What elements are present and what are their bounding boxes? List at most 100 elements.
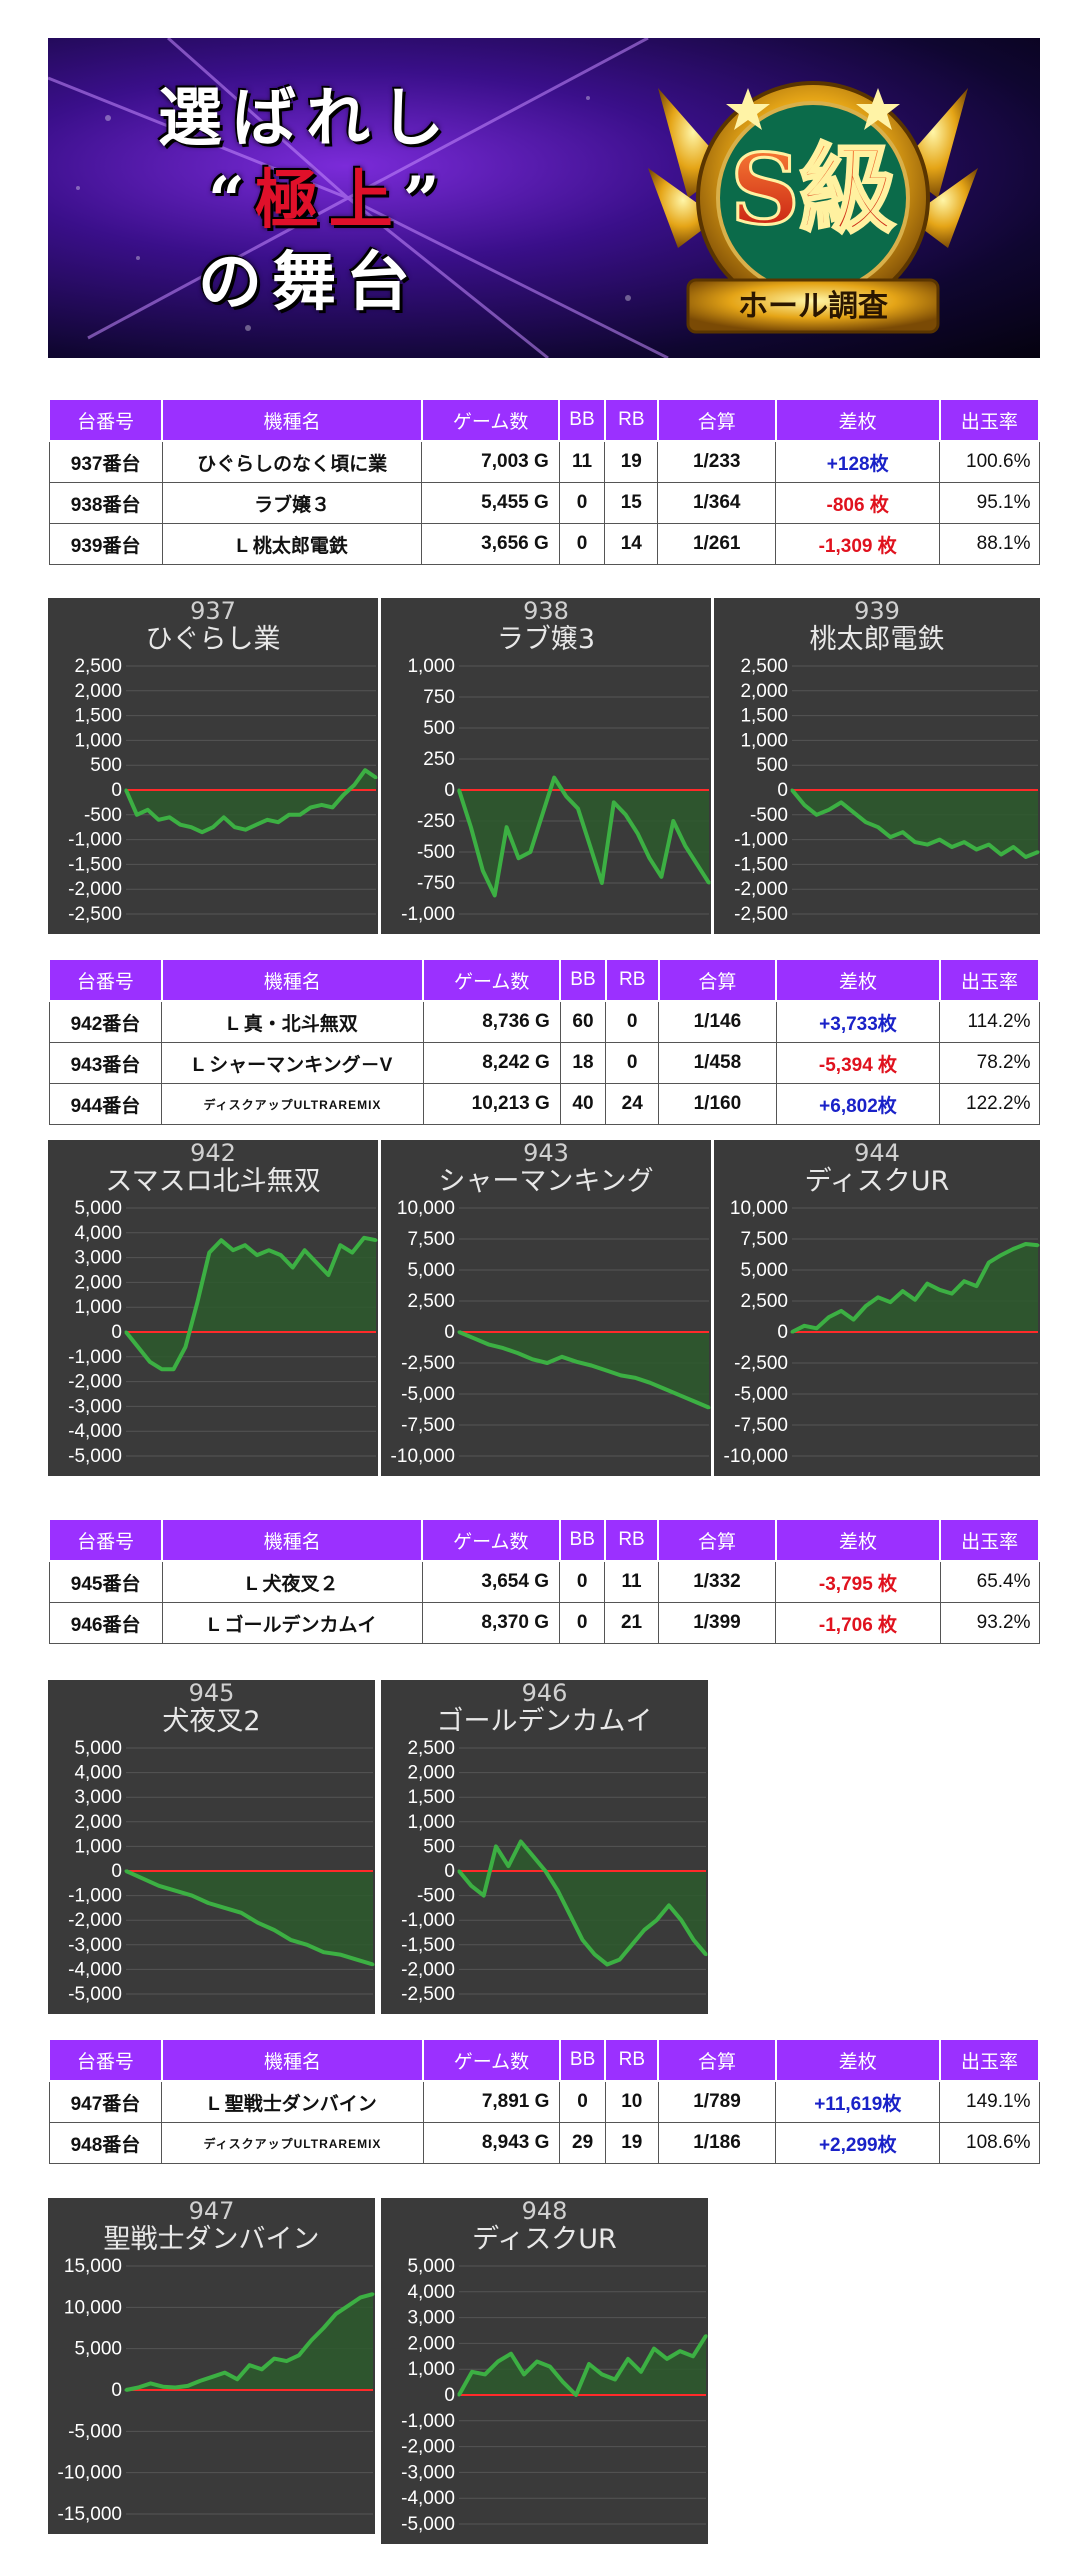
machine-name: L ゴールデンカムイ <box>161 1602 423 1644</box>
badge-ribbon <box>686 278 940 334</box>
data-point <box>665 2357 669 2361</box>
chart-title: ディスクUR <box>472 2224 617 2255</box>
header-payout: 出玉率 <box>939 1518 1040 1562</box>
data-point <box>223 1906 227 1910</box>
combined-ratio: 1/233 <box>657 440 777 483</box>
data-point <box>663 1387 667 1391</box>
badge-text: S級 <box>730 133 895 246</box>
data-point <box>291 1266 295 1269</box>
chart-plot: 2,500 2,000 1,500 1,000 500 0 -500 -1,000 -1,500… <box>401 1738 708 2005</box>
y-tick-label: 0 <box>444 780 455 801</box>
y-tick-label: 3,000 <box>74 1248 122 1269</box>
y-tick-label: -4,000 <box>68 1421 122 1442</box>
results-table-1: 台番号 機種名 ゲーム数 BB RB 合算 差枚 出玉率 937番台 ひぐらしのなく頃に業 7,00… <box>47 398 1041 565</box>
data-point <box>1024 1242 1028 1246</box>
header-bb: BB <box>558 2038 607 2082</box>
data-point <box>802 1324 806 1328</box>
header-bb: BB <box>558 1518 606 1562</box>
chart-946: 946 ゴールデンカムイ 2,500 2,000 1,500 1,000 500 0 -500 -… <box>381 1680 708 2014</box>
data-point <box>619 1373 623 1377</box>
table-header-row: 台番号 機種名 ゲーム数 BB RB 合算 差枚 出玉率 <box>47 398 1041 442</box>
data-point <box>326 1273 330 1277</box>
chart-title: ディスクUR <box>804 1166 950 1197</box>
y-tick-label: 2,500 <box>74 656 122 677</box>
data-point <box>206 1901 210 1905</box>
series-area <box>126 1237 376 1370</box>
coin-diff: -5,394 枚 <box>775 1042 941 1084</box>
series-line <box>457 775 711 898</box>
data-point <box>938 838 942 842</box>
data-point <box>287 813 291 817</box>
data-point <box>1036 1243 1040 1247</box>
data-point <box>987 1261 991 1265</box>
series-area <box>459 2335 706 2395</box>
y-tick-label: 500 <box>90 755 122 776</box>
y-tick-label: 2,500 <box>740 656 788 677</box>
combined-ratio: 1/146 <box>658 1000 777 1043</box>
y-tick-label: 0 <box>444 1861 455 1882</box>
y-tick-label: -2,500 <box>401 1353 455 1374</box>
data-point <box>999 853 1003 856</box>
header-machine: 機種名 <box>161 1518 424 1562</box>
data-point <box>189 825 193 829</box>
header-payout: 出玉率 <box>938 958 1041 1002</box>
chart-title: 犬夜叉2 <box>162 1706 261 1737</box>
y-tick-label: 3,000 <box>407 2308 455 2329</box>
y-tick-label: 2,000 <box>407 1763 455 1784</box>
data-point <box>692 1938 696 1942</box>
game-count: 8,370 G <box>421 1602 561 1644</box>
data-point <box>272 1928 276 1932</box>
data-point <box>683 844 687 848</box>
data-point <box>178 823 182 827</box>
data-point <box>338 1953 342 1957</box>
combined-ratio: 1/186 <box>657 2122 777 2164</box>
header-combined: 合算 <box>657 2038 777 2082</box>
unit-number: 939番台 <box>48 523 163 565</box>
data-point <box>864 820 868 824</box>
table-header-row: 台番号 機種名 ゲーム数 BB RB 合算 差枚 出玉率 <box>48 958 1041 1002</box>
data-point <box>124 2388 128 2392</box>
data-point <box>545 1361 549 1365</box>
results-table-4: 台番号 機種名 ゲーム数 BB RB 合算 差枚 出玉率 947番台 L 聖戦士ダンバイン 7,89… <box>48 2038 1041 2164</box>
header-rb: RB <box>604 958 660 1002</box>
coin-diff: -1,309 枚 <box>775 523 941 565</box>
data-point <box>600 2372 604 2376</box>
data-point <box>195 1300 199 1304</box>
y-tick-label: -1,000 <box>401 2411 455 2432</box>
table-row: 942番台 L 真・北斗無双 8,736 G 60 0 1/146 +3,733枚 114.2… <box>48 1000 1040 1043</box>
y-tick-label: 5,000 <box>74 1738 122 1759</box>
y-tick-label: -500 <box>417 842 455 863</box>
data-point <box>338 1243 342 1247</box>
header-games: ゲーム数 <box>420 398 561 442</box>
rb-count: 0 <box>605 1042 660 1084</box>
data-point <box>790 1330 794 1334</box>
y-tick-label: 2,500 <box>407 1738 455 1759</box>
data-point <box>543 1869 547 1873</box>
header-bb: BB <box>559 958 607 1002</box>
data-point <box>359 2295 363 2299</box>
y-tick-label: 1,000 <box>407 2359 455 2380</box>
header-unit-no: 台番号 <box>47 1518 164 1562</box>
payout-rate: 149.1% <box>939 2080 1040 2123</box>
combined-ratio: 1/160 <box>658 1083 777 1125</box>
data-point <box>289 1938 293 1942</box>
chart-947: 947 聖戦士ダンバイン 15,000 10,000 5,000 0 -5,000 -10,0… <box>48 2198 375 2534</box>
bb-count: 60 <box>559 1000 607 1043</box>
header-unit-no: 台番号 <box>48 958 163 1002</box>
data-point <box>248 2363 251 2367</box>
data-point <box>1024 855 1028 859</box>
chart-number: 943 <box>523 1139 569 1167</box>
data-point <box>815 813 819 817</box>
data-point <box>604 1368 608 1372</box>
combined-ratio: 1/261 <box>657 523 777 565</box>
data-point <box>626 2357 630 2361</box>
y-tick-label: -2,000 <box>401 1959 455 1980</box>
y-tick-label: -2,500 <box>734 1353 788 1374</box>
data-point <box>211 825 215 829</box>
chart-title: ひぐらし業 <box>145 624 281 655</box>
game-count: 8,943 G <box>422 2122 561 2164</box>
data-point <box>962 1279 966 1283</box>
data-point <box>148 1360 152 1364</box>
y-tick-label: 0 <box>111 780 122 801</box>
data-point <box>913 840 917 844</box>
